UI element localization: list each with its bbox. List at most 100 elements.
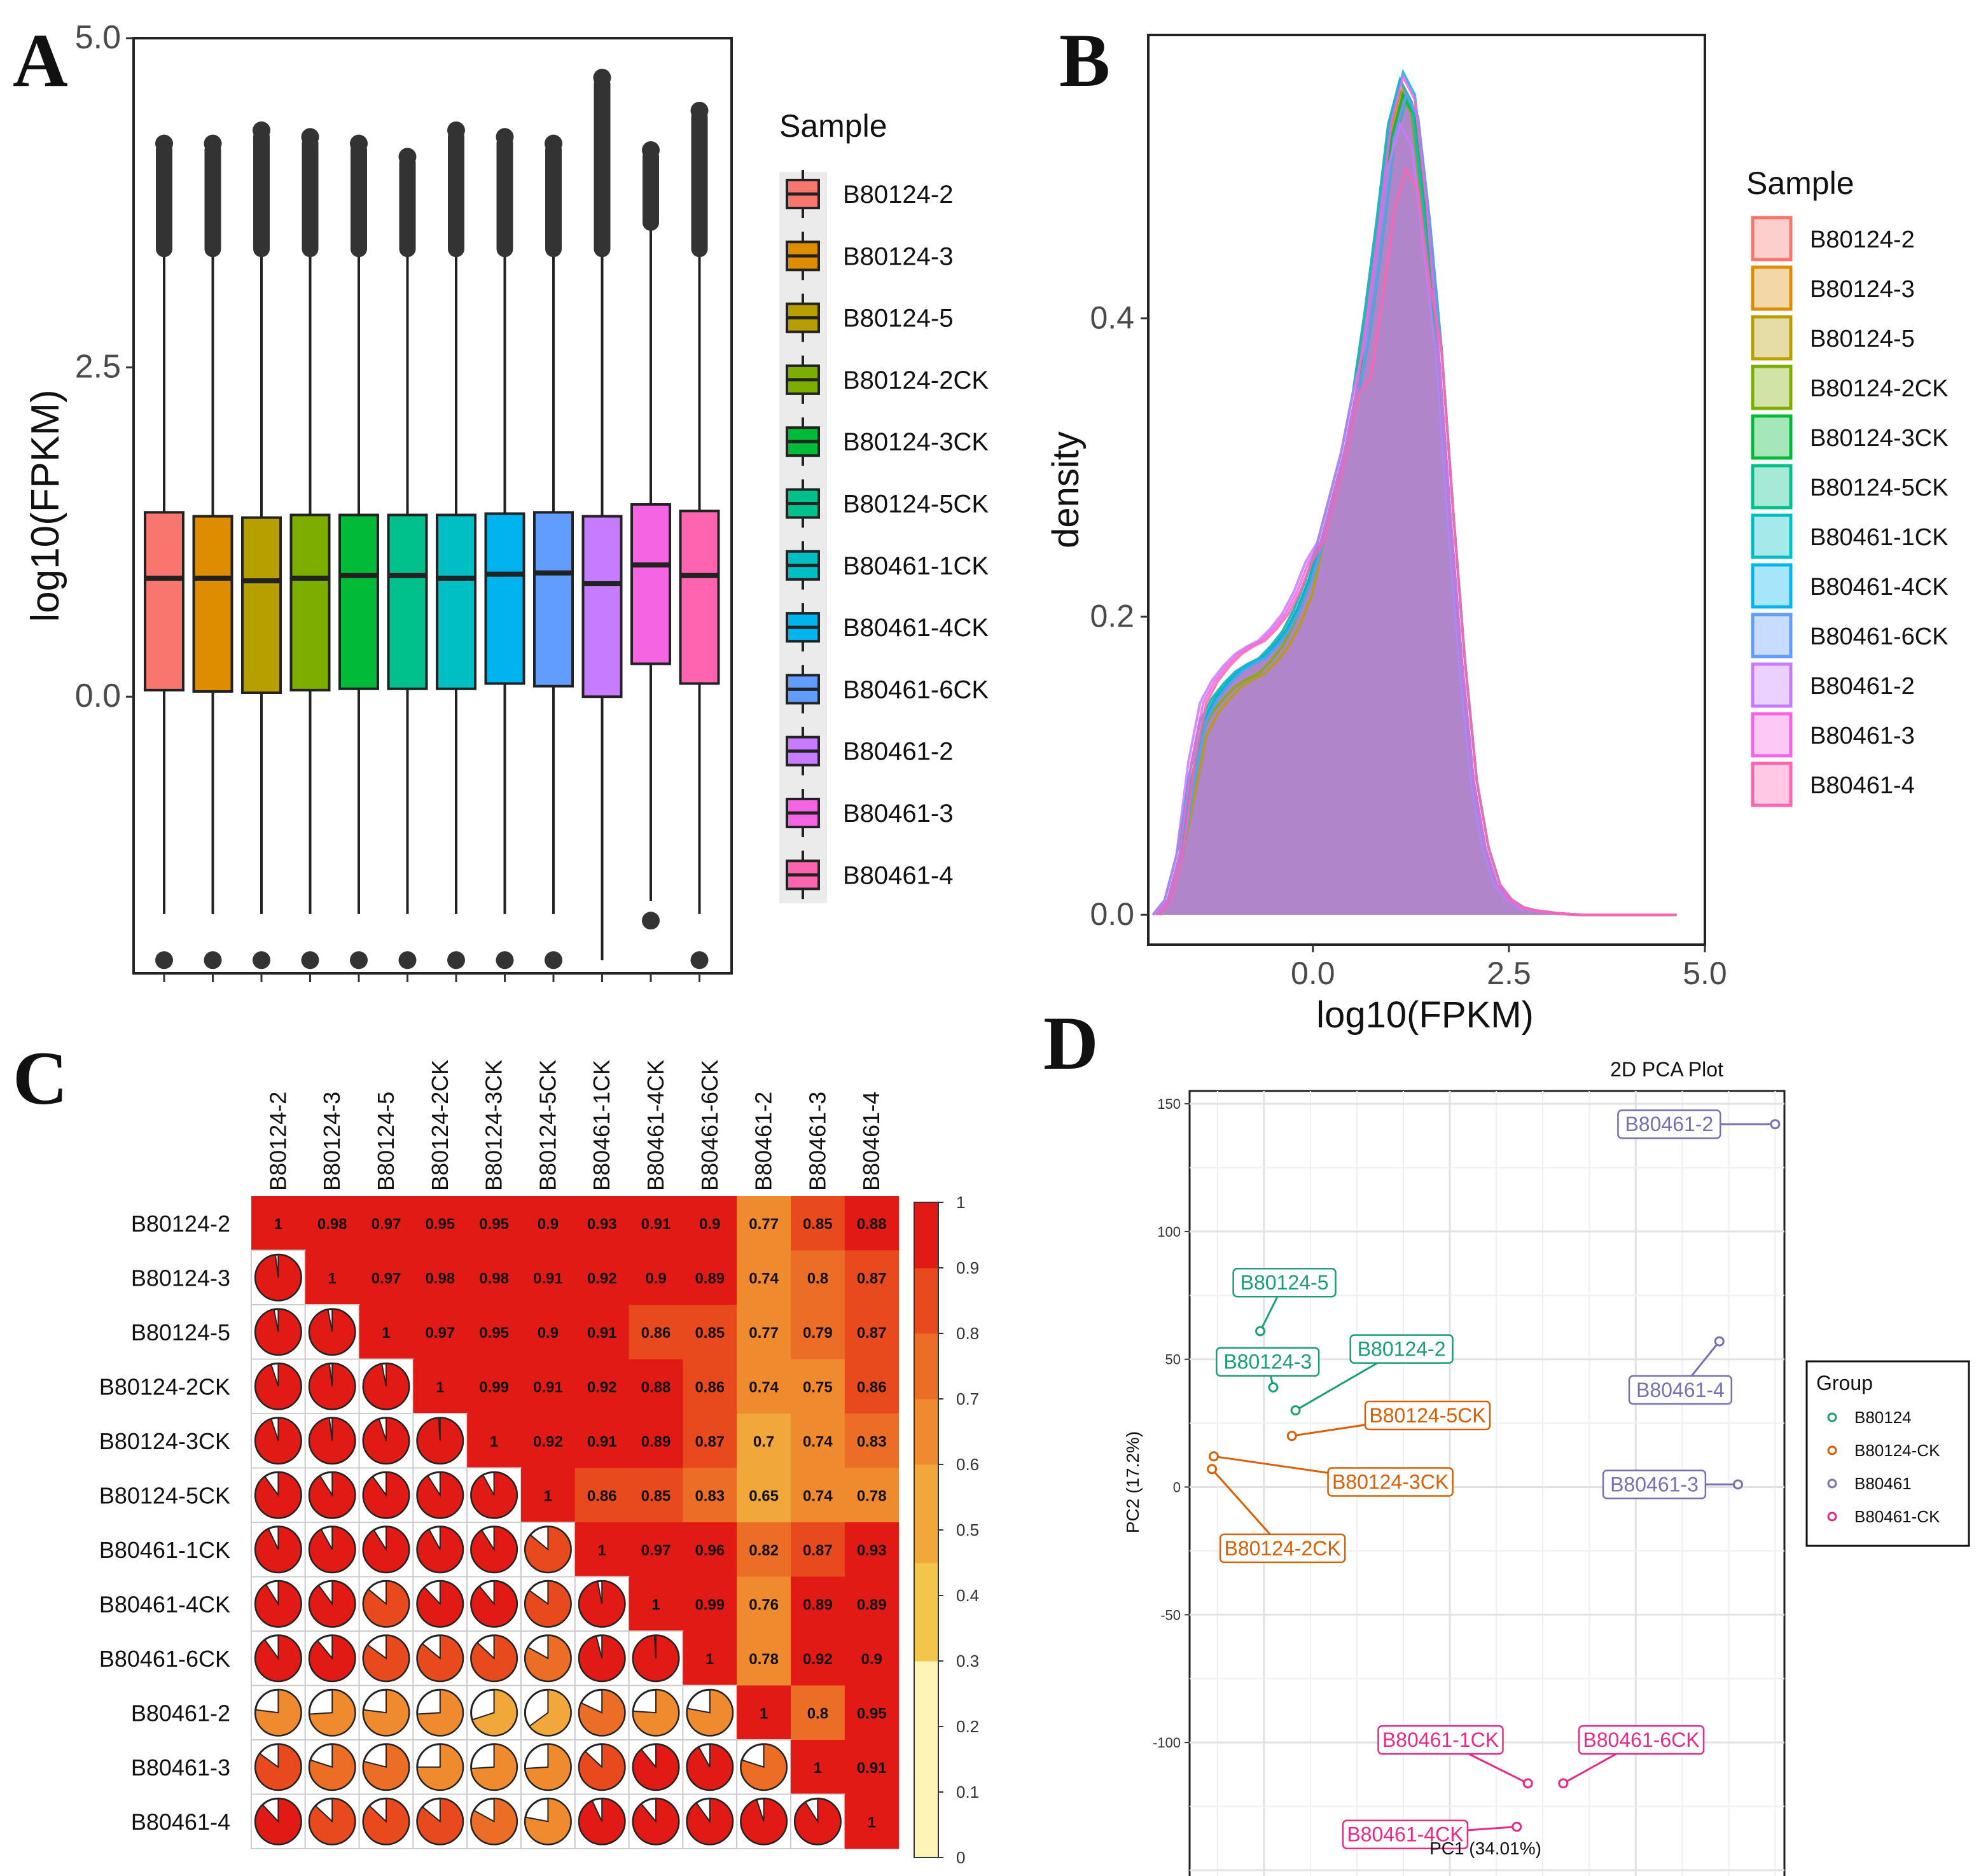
- heat-cell: [467, 1414, 522, 1468]
- heat-cell: [629, 1359, 683, 1414]
- heat-cell: [574, 1414, 630, 1468]
- heat-value: 1: [436, 1379, 444, 1396]
- colorbar-band: [914, 1530, 938, 1563]
- pie-slice: [528, 1689, 572, 1737]
- heat-value: 0.86: [695, 1379, 725, 1396]
- heat-value: 0.76: [749, 1596, 779, 1613]
- pie-slice: [524, 1580, 572, 1628]
- outlier-top-B80124-3: [204, 134, 222, 153]
- pca-label-B80461-1CK: B80461-1CK: [1382, 1728, 1499, 1751]
- pie-slice: [254, 1525, 302, 1573]
- heat-value: 0.91: [533, 1270, 563, 1287]
- pca-point-B80124-3: [1268, 1382, 1279, 1393]
- heat-cell: [844, 1196, 900, 1251]
- pca-label-B80124-3CK: B80124-3CK: [1332, 1470, 1449, 1493]
- row-label-B80461-4: B80461-4: [131, 1809, 230, 1835]
- density-curve-B80461-4: [1158, 165, 1677, 917]
- heat-cell: [844, 1576, 900, 1632]
- legend-key-B80461-2: [1751, 662, 1793, 708]
- pie-slice: [632, 1634, 679, 1682]
- legend-label-B80124-5: B80124-5: [1810, 326, 1915, 352]
- row-label-B80124-5: B80124-5: [131, 1319, 230, 1345]
- heat-value: 0.74: [749, 1270, 779, 1287]
- legend-label-B80461-1CK: B80461-1CK: [843, 552, 989, 580]
- panel-label-a: A: [13, 18, 68, 102]
- pie-slice: [578, 1634, 626, 1682]
- heat-cell: [359, 1250, 414, 1305]
- heat-value: 0.65: [749, 1487, 779, 1504]
- heat-value: 0.83: [695, 1487, 725, 1504]
- heat-cell: [467, 1196, 522, 1251]
- pie-slice: [470, 1743, 518, 1791]
- outlier-top-B80124-2: [155, 134, 173, 153]
- box-B80124-5CK: [387, 513, 428, 690]
- heat-cell: [629, 1196, 683, 1251]
- panel-d-x-title: PC1 (34.01%): [1429, 1838, 1541, 1858]
- pie-slice: [794, 1798, 842, 1845]
- pie-slice: [309, 1525, 356, 1573]
- pie-slice: [363, 1363, 410, 1410]
- panel-d-title: 2D PCA Plot: [1610, 1058, 1723, 1081]
- legend-key-B80124-3CK: [1751, 414, 1793, 460]
- heat-value: 0.74: [749, 1379, 779, 1396]
- pie-slice: [363, 1634, 410, 1682]
- col-label-B80461-4: B80461-4: [858, 1092, 884, 1191]
- heat-cell: [791, 1250, 845, 1305]
- legend-label-B80461-CK: B80461-CK: [1854, 1507, 1940, 1526]
- colorbar-band: [914, 1268, 938, 1301]
- heat-value: 1: [651, 1596, 660, 1613]
- legend-key-B80124-5CK: [1751, 464, 1793, 510]
- pie-slice: [416, 1689, 464, 1737]
- pca-label-B80124-5: B80124-5: [1241, 1271, 1329, 1294]
- pca-point-B80461-4CK: [1512, 1821, 1522, 1832]
- heat-value: 0.87: [857, 1270, 887, 1287]
- pie-slice: [254, 1798, 302, 1845]
- heat-value: 0.78: [857, 1487, 887, 1504]
- outlier-top-B80461-4CK: [496, 128, 514, 146]
- legend-label-B80461-4CK: B80461-4CK: [1810, 574, 1949, 601]
- heat-cell: [683, 1250, 737, 1305]
- pie-slice: [309, 1471, 356, 1519]
- colorbar-band: [914, 1202, 938, 1235]
- heat-value: 0.88: [857, 1216, 887, 1233]
- outlier-low-B80124-2CK: [301, 951, 319, 969]
- outlier-top-B80124-2CK: [301, 128, 319, 146]
- pie-slice: [470, 1471, 518, 1519]
- pie-slice: [632, 1798, 679, 1845]
- heat-cell: [359, 1196, 414, 1251]
- outlier-low-B80124-3CK: [350, 951, 368, 969]
- heat-value: 0.83: [857, 1433, 887, 1450]
- colorbar-band: [914, 1366, 938, 1400]
- heat-value: 0.85: [803, 1216, 833, 1233]
- legend-label-B80461-3: B80461-3: [843, 800, 953, 828]
- heat-value: 0.99: [695, 1596, 725, 1613]
- heat-cell: [844, 1468, 900, 1523]
- pca-label-B80124-3: B80124-3: [1223, 1351, 1312, 1373]
- heat-value: 1: [814, 1760, 822, 1777]
- pca-label-B80124-2CK: B80124-2CK: [1224, 1537, 1340, 1560]
- outlier-low-B80461-4: [690, 951, 709, 969]
- heat-value: 0.86: [857, 1379, 887, 1396]
- row-label-B80461-2: B80461-2: [131, 1700, 230, 1726]
- pie-slice: [254, 1254, 302, 1302]
- legend-label-B80461-2: B80461-2: [843, 738, 953, 766]
- pie-slice: [254, 1743, 302, 1791]
- y-tick-label: 100: [1157, 1224, 1181, 1240]
- heat-value: 0.9: [645, 1270, 666, 1287]
- box-B80124-3: [192, 515, 233, 693]
- heat-cell: [844, 1685, 900, 1741]
- heat-cell: [683, 1468, 737, 1523]
- heat-value: 0.79: [803, 1324, 833, 1342]
- panel-c-cells: 1 0.98 0.97 0.95 0.95 0.9 0.93 0.91 0.9 0.77 0.85 0…: [251, 1196, 900, 1849]
- pca-point-B80124-5CK: [1286, 1431, 1297, 1442]
- colorbar-tick-label: 0.7: [956, 1389, 979, 1408]
- heat-value: 1: [490, 1433, 498, 1450]
- pie-slice: [416, 1417, 464, 1464]
- pie-slice: [686, 1689, 733, 1737]
- heat-cell: [629, 1414, 683, 1468]
- panel-label-c: C: [13, 1036, 68, 1120]
- panel-b-density: 0.0 2.5 5.0 0.0 0.2 0.4 log10(FPKM) density S…: [1045, 34, 1949, 1036]
- legend-label-B80461-6CK: B80461-6CK: [843, 676, 989, 704]
- heat-value: 0.74: [803, 1487, 833, 1504]
- heat-value: 0.78: [749, 1651, 779, 1668]
